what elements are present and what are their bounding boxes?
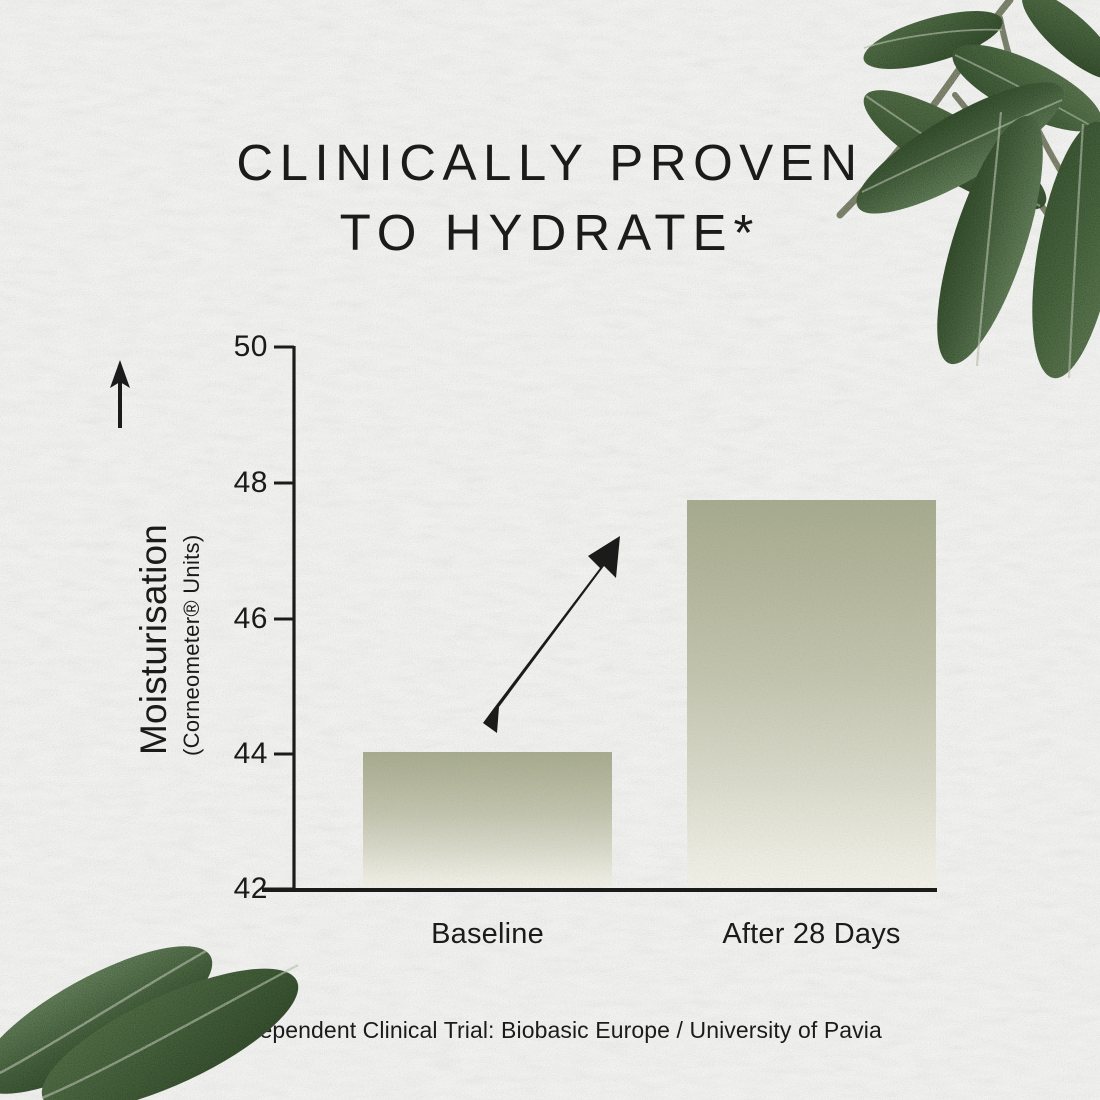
headline-block: CLINICALLY PROVEN TO HYDRATE* (0, 128, 1100, 268)
y-tick-label-44: 44 (233, 737, 268, 770)
headline-line-2: TO HYDRATE* (339, 204, 761, 261)
bar-baseline (363, 752, 612, 889)
y-axis-units-label: (Corneometer® Units) (179, 534, 204, 757)
x-category-after-28-days: After 28 Days (722, 918, 901, 950)
y-tick-label-50: 50 (233, 330, 268, 363)
growth-arrow-icon (483, 536, 620, 733)
bar-texture (687, 500, 936, 889)
up-arrow-icon (110, 360, 130, 428)
x-category-baseline: Baseline (431, 918, 544, 950)
y-tick-label-48: 48 (233, 466, 268, 499)
headline-line-1: CLINICALLY PROVEN (236, 134, 864, 191)
bar-after-28-days (687, 500, 936, 889)
y-axis-title: Moisturisation (133, 523, 174, 755)
y-tick-label-46: 46 (233, 602, 268, 635)
footnote-text: *Independent Clinical Trial: Biobasic Eu… (218, 1017, 882, 1043)
y-tick-label-42: 42 (233, 872, 268, 905)
bar-texture (363, 752, 612, 889)
